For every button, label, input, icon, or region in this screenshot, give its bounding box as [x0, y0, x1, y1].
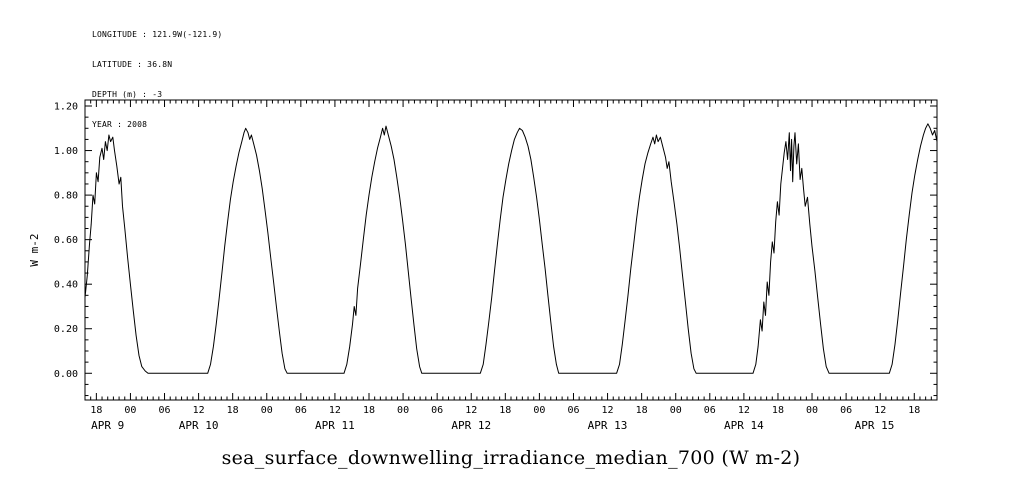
x-axis-ticks — [84, 100, 938, 400]
svg-text:06: 06 — [158, 405, 170, 416]
svg-text:18: 18 — [636, 405, 648, 416]
svg-text:0.20: 0.20 — [54, 324, 78, 335]
svg-text:00: 00 — [124, 405, 136, 416]
svg-text:1.20: 1.20 — [54, 102, 78, 113]
svg-text:18: 18 — [363, 405, 375, 416]
svg-text:06: 06 — [295, 405, 307, 416]
svg-text:00: 00 — [533, 405, 545, 416]
svg-text:APR 13: APR 13 — [588, 419, 628, 432]
svg-text:00: 00 — [806, 405, 818, 416]
svg-text:0.00: 0.00 — [54, 369, 78, 380]
svg-text:0.40: 0.40 — [54, 280, 78, 291]
y-axis-tick-labels: 0.00 0.20 0.40 0.60 0.80 1.00 1.20 — [54, 102, 78, 380]
svg-text:00: 00 — [397, 405, 409, 416]
x-axis-tick-labels: 18 00 06 12 18 00 06 12 18 00 06 12 18 00 06 12 18 00 06 12… — [90, 405, 920, 416]
series-line — [84, 123, 938, 374]
metadata-block: LONGITUDE : 121.9W(-121.9) LATITUDE : 36… — [92, 10, 222, 150]
svg-text:12: 12 — [193, 405, 205, 416]
metadata-latitude: LATITUDE : 36.8N — [92, 60, 173, 69]
y-axis-title: W m-2 — [28, 233, 41, 266]
svg-text:06: 06 — [431, 405, 443, 416]
svg-text:APR 15: APR 15 — [855, 419, 895, 432]
metadata-longitude: LONGITUDE : 121.9W(-121.9) — [92, 30, 223, 39]
svg-text:12: 12 — [602, 405, 614, 416]
svg-text:06: 06 — [567, 405, 579, 416]
svg-text:APR 9: APR 9 — [91, 419, 124, 432]
svg-text:APR 14: APR 14 — [724, 419, 764, 432]
svg-text:18: 18 — [90, 405, 102, 416]
svg-text:12: 12 — [329, 405, 341, 416]
svg-text:APR 10: APR 10 — [179, 419, 219, 432]
svg-text:12: 12 — [465, 405, 477, 416]
metadata-year: YEAR : 2008 — [92, 120, 148, 129]
svg-text:12: 12 — [738, 405, 750, 416]
svg-text:00: 00 — [670, 405, 682, 416]
chart-title: sea_surface_downwelling_irradiance_media… — [221, 447, 801, 469]
plot-frame — [84, 99, 938, 401]
svg-text:APR 12: APR 12 — [451, 419, 491, 432]
svg-text:APR 11: APR 11 — [315, 419, 355, 432]
svg-text:1.00: 1.00 — [54, 146, 78, 157]
svg-text:0.60: 0.60 — [54, 235, 78, 246]
svg-text:0.80: 0.80 — [54, 191, 78, 202]
svg-text:12: 12 — [874, 405, 886, 416]
svg-text:06: 06 — [840, 405, 852, 416]
svg-text:18: 18 — [772, 405, 784, 416]
x-axis-date-labels: APR 9 APR 10 APR 11 APR 12 APR 13 APR 14 APR 1… — [91, 419, 894, 432]
metadata-depth: DEPTH (m) : -3 — [92, 90, 163, 99]
svg-text:06: 06 — [704, 405, 716, 416]
svg-text:18: 18 — [227, 405, 239, 416]
svg-text:00: 00 — [261, 405, 273, 416]
svg-text:18: 18 — [908, 405, 920, 416]
svg-text:18: 18 — [499, 405, 511, 416]
